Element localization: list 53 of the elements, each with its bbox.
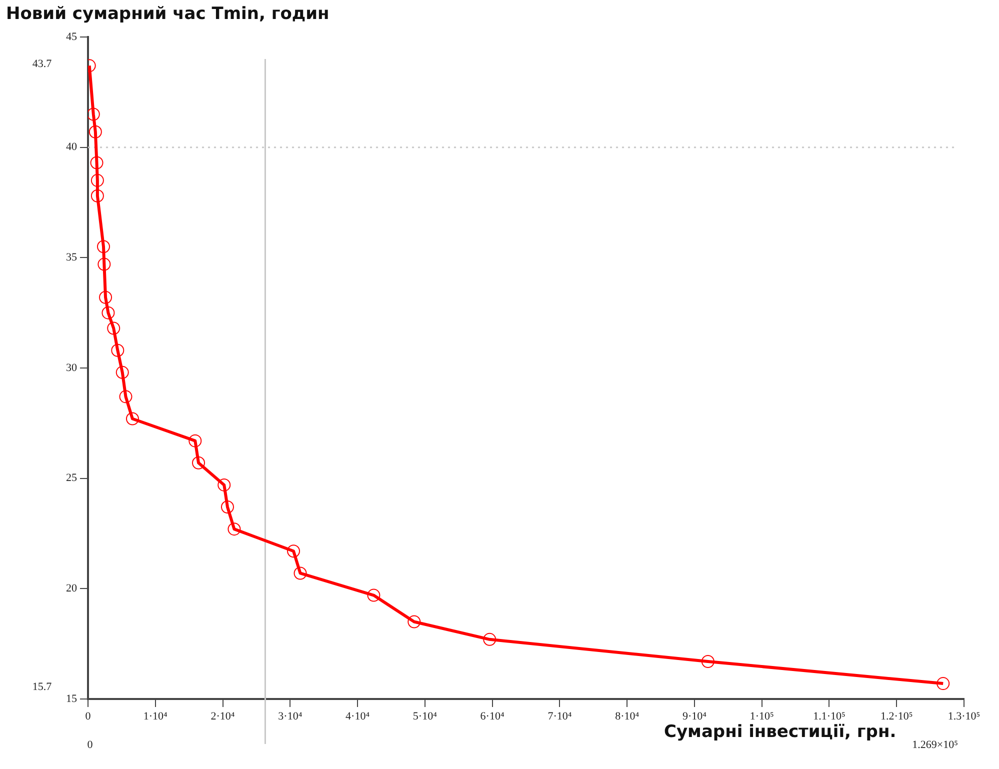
point bbox=[88, 125, 102, 138]
point bbox=[936, 677, 950, 690]
point bbox=[188, 434, 202, 448]
point bbox=[228, 522, 241, 536]
point bbox=[126, 412, 139, 426]
point bbox=[218, 478, 231, 492]
y-tick-label: 15 bbox=[66, 692, 78, 705]
y-tick-label: 45 bbox=[66, 30, 78, 43]
point bbox=[116, 366, 129, 379]
x-tick-label: 1.2·10⁵ bbox=[880, 710, 913, 722]
x-tick-label: 4·10⁴ bbox=[346, 710, 370, 722]
x-tick-label: 1.3·10⁵ bbox=[948, 710, 980, 722]
x-tick-label: 1·10⁴ bbox=[143, 710, 168, 722]
point bbox=[119, 390, 132, 404]
x-tick-label: 1.1·10⁵ bbox=[813, 710, 846, 722]
point bbox=[90, 174, 104, 187]
text: 0 bbox=[87, 739, 94, 751]
text: 1.269×10⁵ bbox=[912, 739, 958, 751]
x-axis-title: Сумарні інвестиції, грн. bbox=[664, 722, 896, 742]
point bbox=[220, 500, 234, 514]
y-axis-title: Новий сумарний час Tmin, годин bbox=[6, 4, 330, 24]
point bbox=[192, 456, 206, 470]
point bbox=[90, 156, 104, 170]
point bbox=[367, 588, 380, 602]
x-tick-label: 2·10⁴ bbox=[210, 710, 235, 722]
point bbox=[102, 306, 115, 320]
y-tick-label: 35 bbox=[66, 252, 78, 264]
point bbox=[701, 654, 714, 668]
point bbox=[111, 344, 124, 357]
point bbox=[98, 258, 111, 271]
x-tick-label: 1·10⁵ bbox=[750, 710, 774, 722]
y-tick-label: 30 bbox=[66, 362, 78, 374]
y-tick-label: 25 bbox=[66, 472, 78, 484]
x-tick-label: 0 bbox=[85, 710, 92, 722]
point bbox=[408, 615, 421, 628]
y-tick-label: 40 bbox=[66, 141, 78, 154]
point bbox=[483, 632, 496, 646]
text: 15.7 bbox=[32, 681, 52, 693]
x-tick-label: 3·10⁴ bbox=[278, 710, 302, 722]
point bbox=[107, 322, 120, 335]
point bbox=[88, 108, 100, 121]
point bbox=[99, 290, 112, 304]
y-tick-label: 20 bbox=[66, 582, 78, 595]
point bbox=[90, 189, 104, 202]
x-tick-label: 8·10⁴ bbox=[615, 710, 640, 722]
x-tick-label: 9·10⁴ bbox=[682, 710, 707, 722]
point bbox=[287, 544, 300, 558]
point bbox=[97, 240, 110, 254]
x-tick-label: 7·10⁴ bbox=[548, 710, 572, 722]
text: 43.7 bbox=[32, 58, 52, 70]
x-tick-label: 6·10⁴ bbox=[480, 710, 504, 722]
point bbox=[294, 566, 307, 580]
x-tick-label: 5·10⁴ bbox=[412, 710, 438, 722]
